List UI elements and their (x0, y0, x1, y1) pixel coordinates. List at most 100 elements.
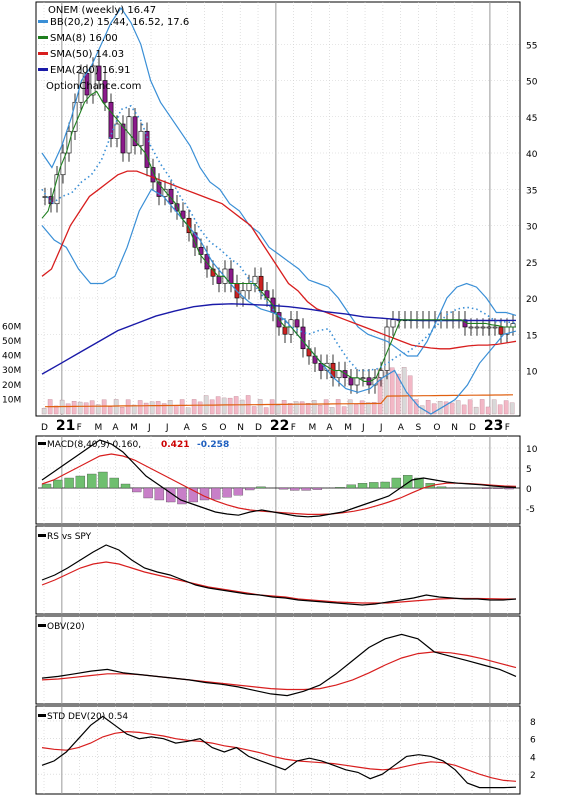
macd-histogram-bar (437, 487, 446, 488)
stddev-tick-label: 4 (530, 753, 536, 763)
volume-bar (342, 407, 346, 414)
volume-bar (120, 407, 124, 414)
y-tick-label: 30 (526, 223, 538, 233)
y-tick-label: 45 (526, 114, 537, 124)
candle-body (355, 378, 359, 385)
macd-histogram-bar (121, 484, 130, 488)
macd-histogram-bar (403, 475, 412, 488)
candle-body (493, 327, 497, 328)
watermark: OptionChance.com (46, 81, 141, 92)
macd-value-hist: -0.258 (197, 440, 229, 450)
volume-bar (72, 401, 76, 414)
macd-histogram-bar (392, 478, 401, 488)
volume-bar (300, 402, 304, 414)
macd-tick-label: 5 (526, 465, 532, 475)
candle-body (499, 327, 503, 334)
x-tick-label: 21 (56, 418, 75, 434)
y-tick-label: 10 (526, 368, 538, 378)
macd-histogram-bar (98, 472, 107, 488)
x-tick-label: O (219, 423, 226, 433)
volume-bar (270, 400, 274, 414)
x-tick-label: 22 (270, 418, 289, 434)
volume-bar (486, 407, 490, 414)
obv-title: OBV(20) (47, 622, 85, 632)
volume-bar (510, 403, 514, 414)
volume-bar (294, 402, 298, 414)
legend-swatch-sma50 (38, 52, 48, 55)
volume-bar (252, 407, 256, 414)
macd-histogram-bar (53, 480, 62, 488)
macd-histogram-bar (65, 478, 74, 488)
volume-bar (156, 401, 160, 414)
macd-histogram-bar (42, 484, 51, 488)
x-tick-label: S (202, 423, 208, 433)
volume-bar (192, 399, 196, 414)
volume-bar (324, 400, 328, 414)
volume-bar (474, 407, 478, 414)
volume-bar (222, 398, 226, 414)
legend-sma8: SMA(8) 16.00 (50, 33, 118, 44)
candle-body (487, 327, 491, 328)
volume-bar (366, 403, 370, 414)
candle-body (115, 124, 119, 139)
rs-title: RS vs SPY (47, 532, 92, 542)
x-tick-label: D (41, 423, 48, 433)
macd-histogram-bar (358, 483, 367, 488)
volume-bar (336, 399, 340, 414)
candle-body (469, 327, 473, 328)
macd-histogram-bar (302, 488, 311, 490)
macd-histogram-bar (110, 478, 119, 488)
macd-histogram-bar (482, 488, 491, 489)
macd-histogram-bar (223, 488, 232, 497)
volume-bar (318, 405, 322, 414)
x-tick-label: D (255, 423, 262, 433)
macd-histogram-bar (76, 476, 85, 488)
volume-tick-label: 50M (2, 337, 21, 347)
volume-bar (258, 399, 262, 414)
candle-body (43, 197, 47, 198)
stddev-tick-label: 8 (530, 718, 536, 728)
volume-bar (108, 407, 112, 414)
volume-tick-label: 10M (2, 395, 21, 405)
macd-tick-label: 0 (526, 485, 532, 495)
volume-bar (66, 404, 70, 414)
candle-body (217, 276, 221, 283)
volume-bar (450, 403, 454, 414)
volume-bar (168, 400, 172, 414)
candle-body (295, 320, 299, 327)
volume-bar (90, 401, 94, 414)
volume-bar (330, 407, 334, 414)
volume-tick-label: 60M (2, 322, 21, 332)
y-tick-label: 55 (526, 41, 537, 51)
volume-bar (186, 408, 190, 414)
candle-body (361, 378, 365, 379)
macd-value-signal: 0.421 (161, 440, 189, 450)
candle-body (379, 371, 383, 378)
legend-swatch-bb (38, 20, 48, 23)
candle-body (349, 378, 353, 385)
macd-histogram-bar (234, 488, 243, 495)
volume-bar (456, 401, 460, 414)
y-tick-label: 25 (526, 259, 537, 269)
price-title: ONEM (weekly) 16.47 (48, 5, 156, 16)
volume-bar (462, 405, 466, 414)
stddev-title: STD DEV(20) 0.54 (47, 712, 128, 722)
x-tick-label: J (361, 423, 365, 433)
volume-bar (228, 398, 232, 414)
x-tick-label: A (398, 423, 405, 433)
legend-swatch-ema200 (38, 68, 48, 71)
volume-bar (480, 399, 484, 414)
candle-body (475, 327, 479, 328)
x-tick-label: F (291, 423, 296, 433)
volume-tick-label: 30M (2, 366, 21, 376)
macd-histogram-bar (505, 488, 514, 489)
obv-panel-frame (36, 616, 520, 704)
volume-bar (360, 401, 364, 414)
volume-bar (390, 368, 394, 414)
candle-body (391, 320, 395, 327)
x-tick-label: J (147, 423, 151, 433)
macd-histogram-bar (347, 485, 356, 488)
volume-bar (504, 401, 508, 414)
macd-histogram-bar (132, 488, 141, 492)
y-tick-label: 35 (526, 186, 537, 196)
